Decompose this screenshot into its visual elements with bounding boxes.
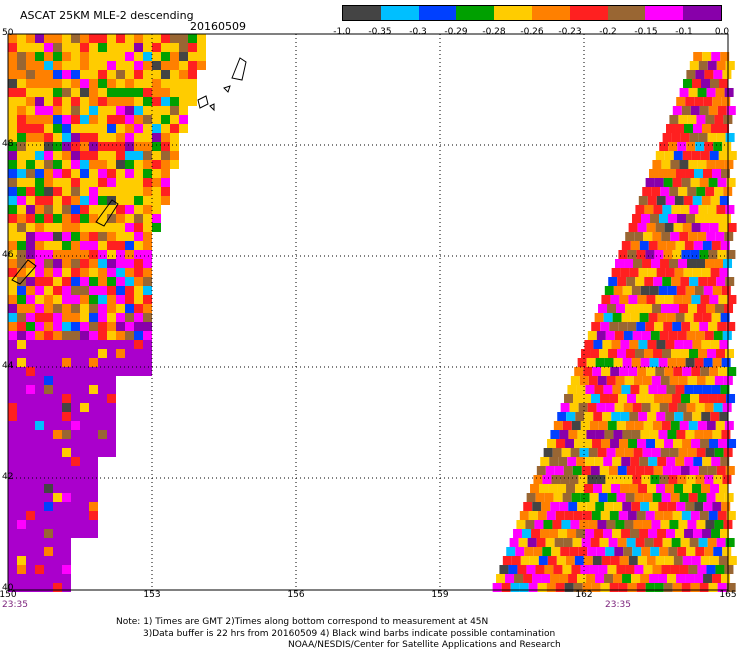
latitude-label: 46 — [2, 250, 14, 260]
colorbar-swatch — [380, 6, 419, 20]
colorbar-swatch — [456, 6, 495, 20]
longitude-label: 150 — [0, 590, 17, 600]
longitude-label: 162 — [575, 590, 593, 600]
colorbar-label: -0.15 — [634, 27, 658, 37]
longitude-label: 159 — [431, 590, 449, 600]
colorbar-swatch — [645, 6, 684, 20]
colorbar-label: -0.26 — [520, 27, 544, 37]
colorbar — [342, 5, 722, 21]
colorbar-label: -0.29 — [444, 27, 468, 37]
colorbar-label: -0.35 — [368, 27, 392, 37]
colorbar-swatch — [607, 6, 646, 20]
latitude-label: 40 — [2, 583, 14, 593]
colorbar-label: -0.3 — [409, 27, 427, 37]
longitude-label: 165 — [719, 590, 737, 600]
time-label-right: 23:35 — [605, 600, 631, 610]
latitude-label: 42 — [2, 472, 14, 482]
colorbar-swatch — [683, 6, 721, 20]
map-frame — [7, 33, 729, 591]
map-date: 20160509 — [190, 20, 246, 33]
colorbar-label: -0.23 — [558, 27, 582, 37]
colorbar-swatch — [494, 6, 532, 20]
note-line-3: NOAA/NESDIS/Center for Satellite Applica… — [288, 640, 561, 650]
colorbar-swatch — [569, 6, 608, 20]
graticule — [8, 34, 728, 590]
map-title: ASCAT 25KM MLE-2 descending — [20, 9, 194, 22]
latitude-label: 50 — [2, 28, 14, 38]
colorbar-swatch — [418, 6, 457, 20]
colorbar-swatch — [343, 6, 381, 20]
colorbar-label: -0.2 — [599, 27, 617, 37]
latitude-label: 48 — [2, 139, 14, 149]
colorbar-swatch — [531, 6, 570, 20]
longitude-label: 156 — [287, 590, 305, 600]
note-line-2: 3)Data buffer is 22 hrs from 20160509 4)… — [143, 629, 556, 639]
time-label-left: 23:35 — [2, 600, 28, 610]
data-swaths — [8, 34, 737, 592]
latitude-label: 44 — [2, 361, 14, 371]
coastline — [11, 57, 247, 285]
note-line-1: Note: 1) Times are GMT 2)Times along bot… — [116, 617, 489, 627]
colorbar-label: -1.0 — [333, 27, 351, 37]
colorbar-label: 0.0 — [714, 27, 730, 37]
colorbar-label: -0.28 — [482, 27, 506, 37]
colorbar-label: -0.1 — [675, 27, 693, 37]
longitude-label: 153 — [143, 590, 161, 600]
